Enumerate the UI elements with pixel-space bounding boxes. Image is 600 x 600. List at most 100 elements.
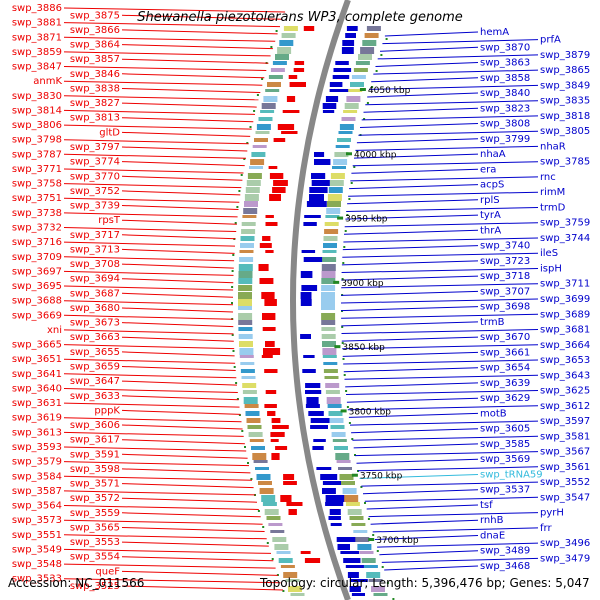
gene-label-right[interactable]: swp_3468	[480, 561, 530, 572]
gene-label-left[interactable]: swp_3549	[12, 544, 62, 555]
gene-label-right[interactable]: rnc	[540, 172, 556, 183]
gene-label-left[interactable]: swp_3717	[70, 230, 120, 241]
gene-label-left[interactable]: swp_3716	[12, 237, 62, 248]
gene-label-left[interactable]: swp_3871	[12, 32, 62, 43]
gene-label-left[interactable]: swp_3553	[70, 537, 120, 548]
gene-label-left[interactable]: swp_3687	[70, 288, 120, 299]
gene-label-left[interactable]: swp_3559	[70, 508, 120, 519]
gene-label-right[interactable]: era	[480, 164, 496, 175]
gene-label-left[interactable]: swp_3738	[12, 208, 62, 219]
gene-label-right[interactable]: swp_3879	[540, 50, 590, 61]
gene-label-right[interactable]: dnaE	[480, 531, 505, 542]
gene-label-left[interactable]: swp_3631	[12, 398, 62, 409]
gene-label-right[interactable]: swp_3799	[480, 134, 530, 145]
gene-label-left[interactable]: swp_3548	[12, 559, 62, 570]
gene-label-right[interactable]: ileS	[540, 248, 558, 259]
gene-label-left[interactable]: swp_3838	[70, 84, 120, 95]
gene-label-right[interactable]: swp_3840	[480, 88, 530, 99]
gene-label-left[interactable]: swp_3571	[70, 479, 120, 490]
gene-label-right[interactable]: swp_3870	[480, 42, 530, 53]
gene-label-left[interactable]: swp_3859	[12, 47, 62, 58]
gene-label-right[interactable]: swp_3818	[540, 111, 590, 122]
gene-label-left[interactable]: swp_3525	[70, 581, 120, 592]
gene-label-left[interactable]: swp_3598	[70, 464, 120, 475]
gene-label-right[interactable]: swp_3718	[480, 271, 530, 282]
gene-label-right[interactable]: acpS	[480, 180, 504, 191]
gene-label-right[interactable]: swp_3699	[540, 294, 590, 305]
gene-label-right[interactable]: rnhB	[480, 515, 504, 526]
gene-label-right[interactable]: swp_3785	[540, 157, 590, 168]
gene-label-left[interactable]: swp_3695	[12, 281, 62, 292]
gene-label-right[interactable]: swp_3698	[480, 302, 530, 313]
gene-label-left[interactable]: swp_3881	[12, 18, 62, 29]
gene-label-right[interactable]: swp_3670	[480, 332, 530, 343]
gene-label-right[interactable]: swp_tRNA59	[480, 470, 543, 481]
gene-label-left[interactable]: swp_3633	[70, 391, 120, 402]
gene-label-left[interactable]: swp_3694	[70, 274, 120, 285]
gene-label-left[interactable]: swp_3641	[12, 369, 62, 380]
gene-label-left[interactable]: swp_3774	[70, 157, 120, 168]
gene-label-left[interactable]: swp_3551	[12, 530, 62, 541]
gene-label-left[interactable]: swp_3813	[70, 113, 120, 124]
gene-label-left[interactable]: swp_3866	[70, 25, 120, 36]
gene-label-right[interactable]: swp_3569	[480, 454, 530, 465]
gene-label-left[interactable]: swp_3619	[12, 413, 62, 424]
gene-label-left[interactable]: swp_3770	[70, 171, 120, 182]
gene-label-left[interactable]: swp_3806	[12, 120, 62, 131]
gene-label-right[interactable]: swp_3707	[480, 286, 530, 297]
gene-label-right[interactable]: swp_3585	[480, 439, 530, 450]
gene-label-right[interactable]: thrA	[480, 225, 501, 236]
gene-label-left[interactable]: swp_3787	[12, 149, 62, 160]
gene-label-left[interactable]: swp_3564	[12, 501, 62, 512]
gene-label-left[interactable]: swp_3663	[70, 332, 120, 343]
gene-label-left[interactable]: swp_3665	[12, 340, 62, 351]
gene-label-left[interactable]: swp_3830	[12, 91, 62, 102]
gene-label-right[interactable]: swp_3537	[480, 485, 530, 496]
gene-label-left[interactable]: gltD	[99, 127, 120, 138]
gene-label-left[interactable]: swp_3533	[12, 574, 62, 585]
gene-label-left[interactable]: swp_3673	[70, 318, 120, 329]
gene-label-left[interactable]: swp_3554	[70, 552, 120, 563]
gene-label-left[interactable]: swp_3846	[70, 69, 120, 80]
gene-label-right[interactable]: swp_3612	[540, 401, 590, 412]
gene-label-right[interactable]: swp_3823	[480, 103, 530, 114]
gene-label-right[interactable]: tsf	[480, 500, 493, 511]
gene-label-left[interactable]: xni	[47, 325, 62, 336]
gene-label-left[interactable]: swp_3584	[12, 471, 62, 482]
gene-label-left[interactable]: swp_3593	[12, 442, 62, 453]
gene-label-left[interactable]: swp_3771	[12, 164, 62, 175]
gene-label-left[interactable]: swp_3713	[70, 244, 120, 255]
gene-label-left[interactable]: swp_3709	[12, 252, 62, 263]
gene-label-right[interactable]: swp_3740	[480, 241, 530, 252]
gene-label-right[interactable]: swp_3653	[540, 355, 590, 366]
gene-label-left[interactable]: swp_3613	[12, 427, 62, 438]
gene-label-left[interactable]: swp_3864	[70, 40, 120, 51]
gene-label-right[interactable]: swp_3489	[480, 546, 530, 557]
gene-label-left[interactable]: swp_3758	[12, 179, 62, 190]
gene-label-right[interactable]: trmD	[540, 203, 566, 214]
gene-label-left[interactable]: swp_3875	[70, 10, 120, 21]
gene-label-left[interactable]: swp_3606	[70, 420, 120, 431]
gene-label-right[interactable]: swp_3625	[540, 386, 590, 397]
gene-label-right[interactable]: swp_3629	[480, 393, 530, 404]
gene-label-right[interactable]: trmB	[480, 317, 505, 328]
gene-label-right[interactable]: swp_3744	[540, 233, 590, 244]
gene-label-right[interactable]: motB	[480, 408, 507, 419]
gene-label-left[interactable]: swp_3732	[12, 223, 62, 234]
gene-label-left[interactable]: swp_3651	[12, 354, 62, 365]
gene-label-right[interactable]: swp_3552	[540, 477, 590, 488]
gene-label-right[interactable]: rimM	[540, 187, 565, 198]
gene-label-right[interactable]: swp_3605	[480, 424, 530, 435]
gene-label-left[interactable]: rpsT	[98, 215, 121, 226]
gene-label-right[interactable]: swp_3835	[540, 96, 590, 107]
gene-label-left[interactable]: swp_3827	[70, 98, 120, 109]
gene-label-left[interactable]: swp_3579	[12, 457, 62, 468]
gene-label-left[interactable]: swp_3688	[12, 296, 62, 307]
gene-label-left[interactable]: swp_3708	[70, 259, 120, 270]
gene-label-left[interactable]: anmK	[33, 76, 62, 87]
gene-label-right[interactable]: swp_3581	[540, 431, 590, 442]
gene-label-right[interactable]: swp_3643	[540, 370, 590, 381]
gene-label-right[interactable]: swp_3654	[480, 363, 530, 374]
gene-label-right[interactable]: swp_3664	[540, 340, 590, 351]
gene-label-left[interactable]: swp_3647	[70, 376, 120, 387]
